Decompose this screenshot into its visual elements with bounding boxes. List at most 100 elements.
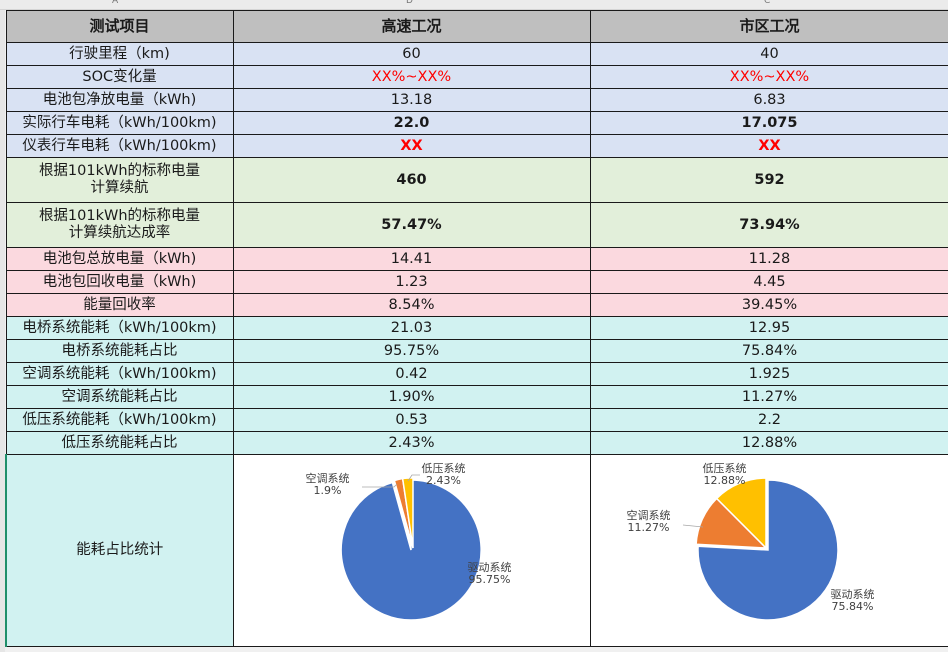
highway-value[interactable]: 22.0 — [232, 111, 591, 135]
table-row: 根据101kWh的标称电量 计算续航达成率 57.47% 73.94% — [5, 202, 948, 248]
table-row: 能量回收率 8.54% 39.45% — [5, 293, 948, 317]
row-label[interactable]: 低压系统能耗（kWh/100km) — [5, 408, 234, 432]
table-row: 电池包回收电量（kWh) 1.23 4.45 — [5, 270, 948, 294]
header-item[interactable]: 测试项目 — [5, 10, 234, 43]
highway-value[interactable]: 60 — [232, 42, 591, 66]
row-label[interactable]: 根据101kWh的标称电量 计算续航 — [5, 157, 234, 203]
table-row: 电桥系统能耗占比 95.75% 75.84% — [5, 339, 948, 363]
table-row: 空调系统能耗（kWh/100km) 0.42 1.925 — [5, 362, 948, 386]
highway-value[interactable]: 57.47% — [232, 202, 591, 248]
ac-data-label: 空调系统 1.9% — [306, 473, 350, 497]
highway-value[interactable]: XX%~XX% — [232, 65, 591, 89]
table-row: 仪表行车电耗（kWh/100km) XX XX — [5, 134, 948, 158]
highway-pie-chart[interactable]: 空调系统 1.9% 低压系统 2.43% 驱动系统 95.75% — [232, 454, 591, 647]
urban-value[interactable]: 11.27% — [589, 385, 948, 409]
highway-value[interactable]: 8.54% — [232, 293, 591, 317]
drive-data-label: 驱动系统 95.75% — [468, 562, 512, 586]
lowvolt-data-label: 低压系统 12.88% — [703, 463, 747, 487]
row-label[interactable]: 电池包净放电量（kWh) — [5, 88, 234, 112]
row-label[interactable]: 行驶里程（km) — [5, 42, 234, 66]
ac-leader-line — [682, 524, 703, 528]
urban-value[interactable]: XX%~XX% — [589, 65, 948, 89]
highway-value[interactable]: 2.43% — [232, 431, 591, 455]
column-letter-c[interactable]: C — [764, 0, 771, 6]
drive-label-name: 驱动系统 — [467, 561, 512, 574]
urban-value[interactable]: 6.83 — [589, 88, 948, 112]
row-label[interactable]: 仪表行车电耗（kWh/100km) — [5, 134, 234, 158]
urban-value[interactable]: 39.45% — [589, 293, 948, 317]
row-label[interactable]: 电桥系统能耗（kWh/100km) — [5, 316, 234, 340]
lowvolt-slice[interactable] — [401, 477, 414, 549]
column-letter-a[interactable]: A — [112, 0, 119, 6]
table-row: 根据101kWh的标称电量 计算续航 460 592 — [5, 157, 948, 203]
urban-pie-chart[interactable]: 空调系统 11.27% 低压系统 12.88% 驱动系统 75.84% — [589, 454, 948, 647]
urban-value[interactable]: 12.95 — [589, 316, 948, 340]
table-row: 空调系统能耗占比 1.90% 11.27% — [5, 385, 948, 409]
lowvolt-label-name: 低压系统 — [702, 462, 747, 475]
lowvolt-data-label: 低压系统 2.43% — [422, 463, 466, 487]
header-highway[interactable]: 高速工况 — [232, 10, 591, 43]
row-label[interactable]: 根据101kWh的标称电量 计算续航达成率 — [5, 202, 234, 248]
highway-value[interactable]: 95.75% — [232, 339, 591, 363]
lowvolt-leader-line — [407, 474, 420, 482]
row-label-line1: 根据101kWh的标称电量 — [38, 208, 201, 224]
urban-value[interactable]: 4.45 — [589, 270, 948, 294]
row-label[interactable]: 空调系统能耗（kWh/100km) — [5, 362, 234, 386]
highway-value[interactable]: 14.41 — [232, 247, 591, 271]
urban-value[interactable]: 592 — [589, 157, 948, 203]
lowvolt-label-name: 低压系统 — [421, 462, 466, 475]
row-label[interactable]: 低压系统能耗占比 — [5, 431, 234, 455]
ac-label-name: 空调系统 — [305, 472, 350, 485]
row-label[interactable]: 空调系统能耗占比 — [5, 385, 234, 409]
table-row: 电桥系统能耗（kWh/100km) 21.03 12.95 — [5, 316, 948, 340]
drive-slice[interactable] — [339, 479, 482, 621]
urban-value[interactable]: 17.075 — [589, 111, 948, 135]
table-row: SOC变化量 XX%~XX% XX%~XX% — [5, 65, 948, 89]
table-row: 低压系统能耗（kWh/100km) 0.53 2.2 — [5, 408, 948, 432]
urban-value[interactable]: 12.88% — [589, 431, 948, 455]
row-label[interactable]: 电池包总放电量（kWh) — [5, 247, 234, 271]
highway-value[interactable]: 1.23 — [232, 270, 591, 294]
highway-value[interactable]: 0.42 — [232, 362, 591, 386]
urban-value[interactable]: 40 — [589, 42, 948, 66]
row-label[interactable]: 实际行车电耗（kWh/100km) — [5, 111, 234, 135]
highway-value[interactable]: 13.18 — [232, 88, 591, 112]
drive-data-label: 驱动系统 75.84% — [831, 589, 875, 613]
urban-value[interactable]: 75.84% — [589, 339, 948, 363]
urban-value[interactable]: XX — [589, 134, 948, 158]
ac-label-name: 空调系统 — [626, 509, 671, 522]
highway-value[interactable]: 1.90% — [232, 385, 591, 409]
drive-label-pct: 75.84% — [831, 600, 874, 613]
ac-data-label: 空调系统 11.27% — [627, 510, 671, 534]
row-label-line2: 计算续航达成率 — [68, 225, 171, 241]
ac-label-pct: 1.9% — [313, 484, 342, 497]
table-row: 实际行车电耗（kWh/100km) 22.0 17.075 — [5, 111, 948, 135]
highway-value[interactable]: 460 — [232, 157, 591, 203]
column-header-strip: A D C — [0, 0, 948, 10]
highway-value[interactable]: 21.03 — [232, 316, 591, 340]
urban-value[interactable]: 2.2 — [589, 408, 948, 432]
urban-pie-area: 空调系统 11.27% 低压系统 12.88% 驱动系统 75.84% — [591, 455, 948, 646]
table-row: 电池包总放电量（kWh) 14.41 11.28 — [5, 247, 948, 271]
row-label[interactable]: 电池包回收电量（kWh) — [5, 270, 234, 294]
chart-row-label[interactable]: 能耗占比统计 — [5, 454, 234, 647]
test-results-table: 测试项目 高速工况 市区工况 行驶里程（km) 60 40 SOC变化量 XX%… — [5, 10, 948, 647]
urban-value[interactable]: 11.28 — [589, 247, 948, 271]
lowvolt-slice[interactable] — [715, 477, 767, 550]
urban-value[interactable]: 1.925 — [589, 362, 948, 386]
highway-value[interactable]: XX — [232, 134, 591, 158]
drive-label-pct: 95.75% — [468, 573, 511, 586]
lowvolt-label-pct: 2.43% — [426, 474, 461, 487]
row-label[interactable]: 电桥系统能耗占比 — [5, 339, 234, 363]
highway-pie-area: 空调系统 1.9% 低压系统 2.43% 驱动系统 95.75% — [234, 455, 590, 646]
row-label[interactable]: 能量回收率 — [5, 293, 234, 317]
highway-value[interactable]: 0.53 — [232, 408, 591, 432]
highway-pie-svg — [339, 474, 482, 621]
urban-value[interactable]: 73.94% — [589, 202, 948, 248]
header-urban[interactable]: 市区工况 — [589, 10, 948, 43]
row-header-gutter — [0, 10, 5, 652]
row-label[interactable]: SOC变化量 — [5, 65, 234, 89]
drive-slice[interactable] — [696, 479, 839, 621]
column-letter-d[interactable]: D — [406, 0, 413, 6]
table-row: 低压系统能耗占比 2.43% 12.88% — [5, 431, 948, 455]
